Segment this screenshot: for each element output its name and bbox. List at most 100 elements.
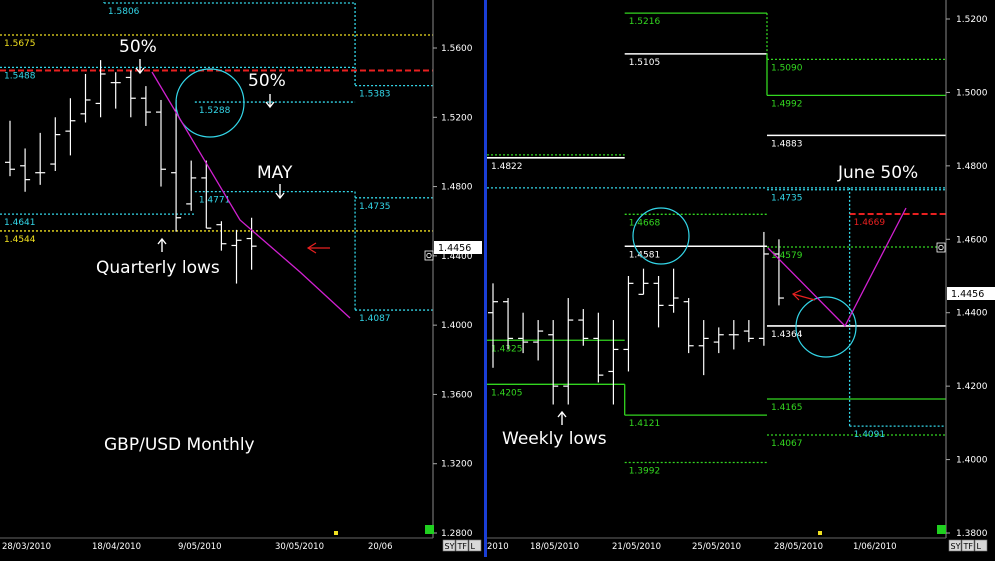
panel-divider[interactable] xyxy=(484,0,487,557)
left-annotation-50-a: 50% xyxy=(119,37,157,57)
candle xyxy=(713,327,724,354)
toolbar-button-tf[interactable]: TF xyxy=(455,539,469,552)
right-last-price-box: 1.4456 xyxy=(947,287,995,300)
y-tick-label: 1.4800 xyxy=(956,162,988,172)
left-last-price-bg xyxy=(434,241,482,254)
up-arrow-icon xyxy=(157,237,167,252)
right-annotation-june-50: June 50% xyxy=(837,163,918,183)
candle xyxy=(186,160,197,211)
toolbar-button-bg xyxy=(948,539,962,552)
y-tick-label: 1.4000 xyxy=(441,321,473,331)
level-label: 1.5288 xyxy=(199,106,231,116)
level-label: 1.4641 xyxy=(4,218,36,228)
candle xyxy=(216,221,227,251)
x-tick-label: 9/05/2010 xyxy=(178,542,222,552)
level-label: 1.4325 xyxy=(491,344,523,354)
level-label: 1.4087 xyxy=(359,314,391,324)
y-tick-label: 1.5200 xyxy=(441,113,473,123)
level-label: 1.5488 xyxy=(4,71,36,81)
right-red-arrow-icon xyxy=(791,289,816,301)
candle xyxy=(65,98,76,156)
toolbar-button-label: TF xyxy=(963,542,974,551)
left-overlay xyxy=(151,68,351,319)
right-chart-panel[interactable]: 1.5216 1.5105 1.5090 1.4992 1.4883 1.4822 1.47… xyxy=(487,0,995,552)
candle xyxy=(20,148,31,192)
live-indicator-icon xyxy=(937,525,946,534)
toolbar-button-sy[interactable]: SY xyxy=(442,539,456,552)
time-marker xyxy=(818,531,822,535)
level-label: 1.4165 xyxy=(771,403,803,413)
toolbar-button-l[interactable]: L xyxy=(974,539,988,552)
left-chart-panel[interactable]: 1.5806 1.5675 1.5488 1.5383 1.5288 1.4771 1.47… xyxy=(0,0,482,552)
candle xyxy=(50,117,61,171)
left-time-axis: 28/03/2010 18/04/2010 9/05/2010 30/05/2010 2… xyxy=(0,531,433,552)
x-tick-label: 28/03/2010 xyxy=(2,542,51,552)
candle xyxy=(488,283,498,368)
left-candles xyxy=(5,60,257,284)
toolbar-button-label: SY xyxy=(951,542,961,551)
right-time-axis: 2010 18/05/2010 21/05/2010 25/05/2010 28/05/… xyxy=(487,531,946,552)
level-label: 1.5806 xyxy=(108,7,140,17)
level-label: 1.4121 xyxy=(629,419,661,429)
left-chart-title: GBP/USD Monthly xyxy=(104,435,255,455)
level-label: 1.5383 xyxy=(359,90,391,100)
toolbar-button-label: L xyxy=(471,542,476,551)
candle xyxy=(533,320,544,361)
y-tick-label: 1.3800 xyxy=(956,529,988,539)
y-tick-label: 1.5200 xyxy=(956,15,988,25)
x-tick-label: 2010 xyxy=(487,542,509,552)
level-label: 1.5675 xyxy=(4,39,36,49)
left-price-axis: 1.5600 1.5200 1.4800 1.4400 1.4000 1.3600 1.32… xyxy=(432,0,473,539)
level-label: 1.5216 xyxy=(629,17,661,27)
level-label: 1.5105 xyxy=(629,58,661,68)
candle xyxy=(35,132,46,185)
candle xyxy=(563,298,574,405)
toolbar-button-label: L xyxy=(977,542,982,551)
x-tick-label: 28/05/2010 xyxy=(774,542,823,552)
time-marker xyxy=(334,531,338,535)
right-trend-line xyxy=(767,207,907,328)
candle xyxy=(518,312,529,354)
level-label: 1.3992 xyxy=(629,467,661,477)
x-tick-label: 30/05/2010 xyxy=(275,542,324,552)
level-label: 1.4544 xyxy=(4,235,36,245)
right-toolbar: SY TF L xyxy=(948,539,988,552)
left-highlight-circle xyxy=(175,68,245,138)
x-tick-label: 1/06/2010 xyxy=(853,542,897,552)
left-levels: 1.5806 1.5675 1.5488 1.5383 1.5288 1.4771 1.47… xyxy=(0,0,433,324)
candle xyxy=(80,73,91,123)
candle xyxy=(683,298,694,354)
y-tick-label: 1.4200 xyxy=(956,382,988,392)
down-arrow-icon xyxy=(275,184,285,200)
x-tick-label: 21/05/2010 xyxy=(612,542,661,552)
left-annotation-quarterly-lows: Quarterly lows xyxy=(96,258,220,278)
left-last-price: 1.4456 xyxy=(438,243,471,254)
up-arrow-icon xyxy=(557,410,567,425)
y-tick-label: 1.4800 xyxy=(441,183,473,193)
right-last-price: 1.4456 xyxy=(951,289,984,300)
toolbar-button-sy[interactable]: SY xyxy=(948,539,962,552)
y-tick-label: 1.2800 xyxy=(441,529,473,539)
level-label: 1.4581 xyxy=(629,250,661,260)
candle xyxy=(110,72,121,109)
x-tick-label: 25/05/2010 xyxy=(692,542,741,552)
toolbar-button-bg xyxy=(468,539,482,552)
toolbar-button-l[interactable]: L xyxy=(468,539,482,552)
right-overlay xyxy=(632,207,907,358)
level-label: 1.5090 xyxy=(771,63,803,73)
toolbar-button-bg xyxy=(442,539,456,552)
toolbar-button-label: TF xyxy=(457,542,468,551)
right-annotation-weekly-lows: Weekly lows xyxy=(502,429,607,449)
x-tick-label: 20/06 xyxy=(368,542,393,552)
candle xyxy=(623,276,634,372)
scale-toggle-icon[interactable] xyxy=(936,242,946,253)
candle xyxy=(140,86,151,126)
toolbar-button-tf[interactable]: TF xyxy=(961,539,975,552)
level-label: 1.4883 xyxy=(771,139,803,149)
y-tick-label: 1.3600 xyxy=(441,390,473,400)
scale-toggle-icon[interactable] xyxy=(424,250,434,261)
candle xyxy=(743,320,754,343)
